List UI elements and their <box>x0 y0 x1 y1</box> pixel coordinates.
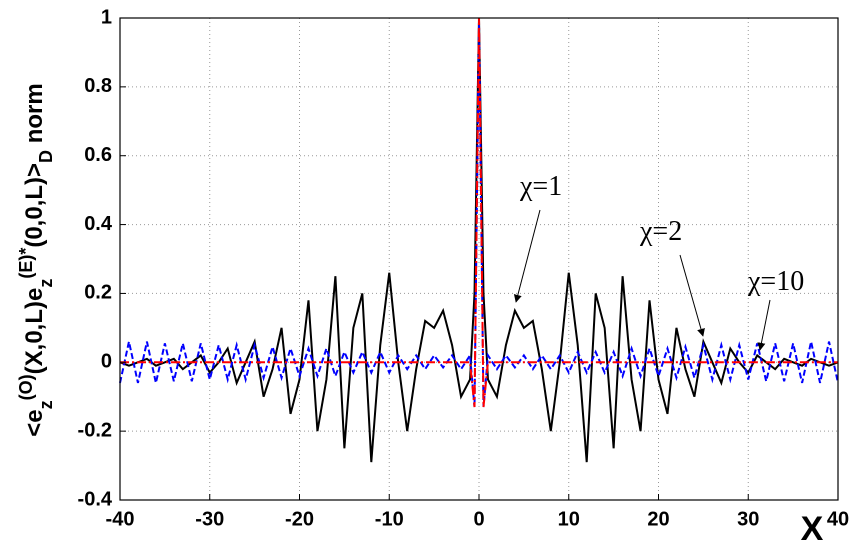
y-tick-label: -0.2 <box>78 419 112 441</box>
x-tick-label: -40 <box>106 508 135 530</box>
y-tick-label: 1 <box>101 6 112 28</box>
y-tick-label: -0.4 <box>78 488 113 510</box>
y-tick-label: 0.4 <box>84 213 113 235</box>
x-tick-label: 20 <box>647 508 669 530</box>
y-axis-label-part: <e <box>21 409 48 436</box>
y-axis-label-part: (O) <box>16 374 36 400</box>
annotation: χ=2 <box>639 216 682 247</box>
y-axis-label-part: D <box>36 150 56 163</box>
series-line <box>119 24 839 408</box>
y-tick-label: 0.8 <box>84 75 112 97</box>
x-tick-label: 0 <box>473 508 484 530</box>
y-axis-label-part: (X,0,L)e <box>21 288 48 375</box>
y-tick-label: 0.2 <box>84 282 112 304</box>
x-tick-label: -20 <box>285 508 314 530</box>
x-tick-label: 40 <box>827 508 849 530</box>
y-axis-label-part: z <box>36 400 56 409</box>
y-axis-label-part: z <box>36 279 56 288</box>
y-axis-label-part: norm <box>21 83 48 150</box>
x-tick-label: 30 <box>737 508 759 530</box>
x-tick-label: 10 <box>558 508 580 530</box>
y-tick-label: 0.6 <box>84 144 112 166</box>
y-axis-label-part: (0,0,L)> <box>21 163 48 248</box>
x-axis-label: X <box>801 510 824 547</box>
x-tick-label: -10 <box>375 508 404 530</box>
y-tick-label: 0 <box>101 351 112 373</box>
annotation-arrow <box>757 299 771 351</box>
annotation: χ=1 <box>519 171 562 202</box>
y-axis-label: <ez(O)(X,0,L)ez(E)*(0,0,L)>D norm <box>16 83 56 436</box>
annotation-arrow <box>679 254 705 337</box>
x-tick-label: -30 <box>195 508 224 530</box>
y-axis-label-part: (E)* <box>16 248 36 279</box>
annotation: χ=10 <box>747 266 804 297</box>
annotation-arrow <box>513 209 541 303</box>
